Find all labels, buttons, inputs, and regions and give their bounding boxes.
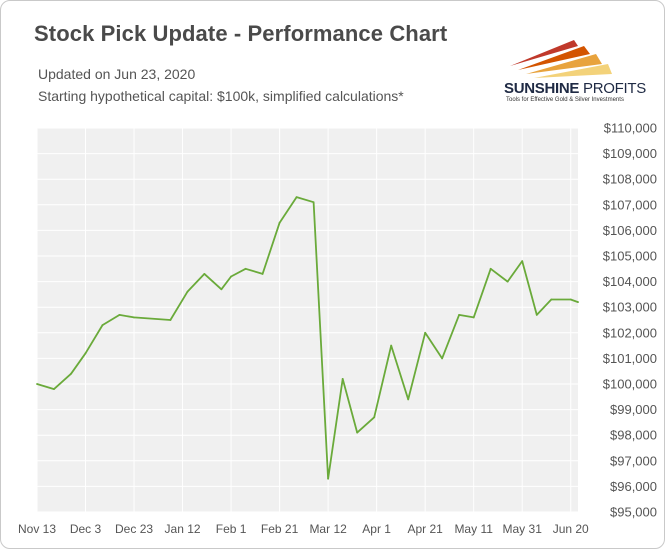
data-point [506, 280, 509, 283]
y-tick-label: $104,000 [603, 274, 657, 289]
x-tick-label: Nov 13 [18, 522, 56, 536]
logo-tagline: Tools for Effective Gold & Silver Invest… [506, 97, 624, 103]
data-point [441, 357, 444, 360]
data-point [424, 331, 427, 334]
x-tick-label: May 31 [503, 522, 543, 536]
x-tick-label: May 11 [454, 522, 493, 536]
x-tick-label: Feb 21 [261, 522, 299, 536]
data-point [186, 290, 189, 293]
y-tick-label: $101,000 [603, 351, 657, 366]
y-tick-label: $96,000 [610, 479, 657, 494]
data-points [36, 196, 579, 480]
y-tick-label: $97,000 [610, 453, 657, 468]
capital-note: Starting hypothetical capital: $100k, si… [38, 88, 404, 104]
y-tick-label: $110,000 [604, 121, 657, 136]
y-axis-ticks: $95,000 $96,000 $97,000 $98,000 $99,000 $100,… [603, 121, 657, 520]
x-tick-label: Jan 12 [165, 522, 201, 536]
data-point [373, 416, 376, 419]
y-tick-label: $105,000 [603, 249, 657, 264]
data-point [133, 316, 135, 319]
y-tick-label: $109,000 [603, 146, 657, 161]
data-point [407, 398, 410, 401]
y-tick-label: $99,000 [610, 402, 657, 417]
data-point [278, 221, 281, 224]
y-tick-label: $100,000 [603, 377, 657, 392]
x-axis-ticks: Nov 13 Dec 3 Dec 23 Jan 12 Feb 1 Feb 21 Mar 12… [18, 522, 589, 536]
updated-date: Updated on Jun 23, 2020 [38, 66, 196, 82]
data-point [230, 275, 232, 278]
y-tick-label: $107,000 [603, 197, 657, 212]
x-tick-label: Dec 3 [70, 522, 102, 536]
grid-lines [36, 127, 578, 513]
data-point [261, 273, 264, 275]
data-point [390, 344, 393, 347]
x-tick-label: Apr 21 [407, 522, 443, 536]
logo-name: SUNSHINE PROFITS [504, 80, 646, 97]
data-point [36, 383, 38, 385]
sun-rays-icon [510, 40, 612, 78]
data-point [550, 298, 553, 301]
data-point [101, 324, 104, 327]
x-tick-label: Dec 23 [115, 522, 153, 536]
page-title: Stock Pick Update - Performance Chart [34, 21, 448, 46]
data-point [458, 313, 461, 316]
plot-area [37, 128, 578, 512]
data-point [356, 431, 359, 434]
data-point [169, 319, 172, 321]
y-tick-label: $95,000 [610, 505, 657, 520]
data-point [53, 388, 55, 391]
data-point [535, 313, 538, 316]
data-point [472, 316, 475, 319]
data-point [84, 352, 87, 355]
sunshine-profits-logo: SUNSHINE PROFITS Tools for Effective Gol… [504, 36, 646, 106]
data-point [489, 267, 492, 270]
y-tick-label: $102,000 [603, 325, 657, 340]
data-point [118, 313, 121, 316]
data-point [341, 377, 344, 380]
x-tick-label: Apr 1 [362, 522, 391, 536]
data-point [312, 201, 315, 204]
y-tick-label: $106,000 [603, 223, 657, 238]
y-tick-label: $108,000 [603, 172, 657, 187]
y-tick-label: $98,000 [610, 428, 657, 443]
data-point [569, 298, 572, 301]
x-tick-label: Feb 1 [216, 522, 247, 536]
data-point [577, 301, 579, 303]
data-point [203, 273, 206, 275]
y-tick-label: $103,000 [603, 300, 657, 315]
data-point [220, 288, 223, 291]
data-point [295, 196, 298, 199]
data-point [521, 260, 524, 263]
data-point [244, 267, 247, 270]
data-point [70, 372, 72, 375]
data-point [327, 477, 330, 480]
x-tick-label: Mar 12 [309, 522, 347, 536]
x-tick-label: Jun 20 [553, 522, 589, 536]
portfolio-value-line [36, 196, 579, 480]
